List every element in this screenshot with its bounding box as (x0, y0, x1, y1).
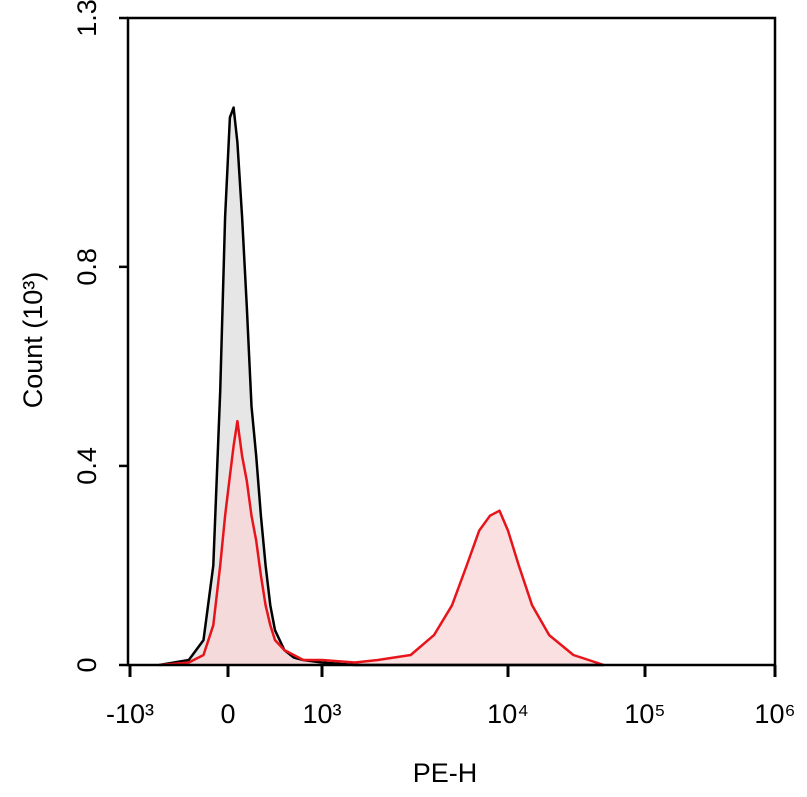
line (159, 419, 605, 667)
y-axis-label: Count (10³) (18, 272, 48, 409)
x-tick-label: 10⁴ (487, 699, 529, 729)
y-tick-label: 0.4 (72, 447, 102, 485)
area (159, 421, 604, 665)
x-tick-label: -10³ (106, 699, 154, 729)
y-tick-label: 0 (72, 657, 102, 672)
area (159, 107, 604, 666)
x-tick-label: 0 (220, 699, 235, 729)
y-tick-label: 0.8 (72, 248, 102, 286)
x-tick-label: 10⁶ (754, 699, 795, 729)
x-tick-label: 10³ (302, 699, 341, 729)
plot-frame (126, 16, 777, 667)
x-axis-label: PE-H (413, 758, 478, 788)
y-tick-label: 1.3 (72, 0, 102, 37)
x-tick-label: 10⁵ (624, 699, 665, 729)
